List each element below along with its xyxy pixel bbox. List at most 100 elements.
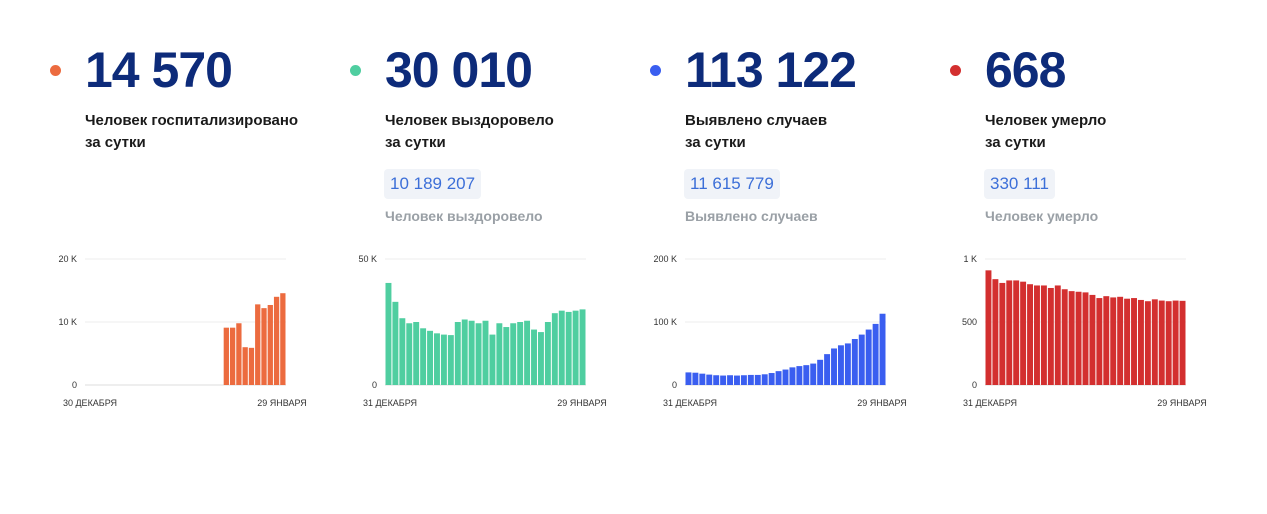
cases-bar [879, 313, 886, 385]
deaths-bar [1034, 285, 1040, 385]
deaths-bar [1013, 280, 1020, 385]
hospitalized-bar [248, 347, 255, 385]
recovered-number: 30 010 [385, 42, 533, 98]
cases-bar [865, 329, 872, 385]
deaths-bar [1040, 285, 1047, 385]
cases-number: 113 122 [685, 42, 857, 98]
recovered-bar [510, 323, 517, 385]
dot-deaths [950, 65, 961, 76]
recovered-bar [572, 310, 579, 385]
cases-bar [775, 371, 782, 385]
cases-total: 11 615 779 [684, 169, 780, 199]
deaths-bar [992, 279, 999, 385]
cases-total-label: Выявлено случаев [685, 208, 818, 224]
hospitalized-bar [236, 323, 242, 385]
deaths-bar [1089, 294, 1096, 385]
deaths-bar [1096, 298, 1103, 385]
deaths-bar [1117, 296, 1124, 385]
recovered-bar [558, 310, 565, 385]
deaths-bar [999, 282, 1006, 385]
cases-y-tick-label: 0 [672, 380, 677, 390]
recovered-bar [434, 333, 440, 385]
deaths-y-tick-label: 500 [962, 317, 977, 327]
deaths-bar [1137, 299, 1144, 385]
recovered-bar [565, 311, 572, 385]
deaths-description: Человек умерло за сутки [985, 110, 1225, 154]
hospitalized-bar [280, 293, 286, 385]
deaths-y-tick-label: 1 K [963, 254, 977, 264]
recovered-bar [579, 309, 586, 385]
cases-y-tick-label: 200 K [653, 254, 677, 264]
deaths-bar [1027, 284, 1034, 385]
recovered-bar [406, 323, 413, 385]
dot-hospitalized [50, 65, 61, 76]
cases-bar [858, 334, 865, 385]
panel-cases: 113 122 Выявлено случаев за сутки 11 615… [650, 0, 950, 514]
cases-bar [837, 345, 844, 385]
cases-bar [824, 354, 831, 385]
recovered-bar [537, 332, 544, 385]
deaths-bar [1082, 292, 1089, 385]
recovered-total: 10 189 207 [384, 169, 482, 199]
recovered-x-start-label: 31 ДЕКАБРЯ [363, 398, 417, 408]
recovered-bar [475, 323, 482, 385]
deaths-x-start-label: 31 ДЕКАБРЯ [963, 398, 1017, 408]
hospitalized-bar [267, 304, 273, 385]
deaths-desc-line1: Человек умерло [985, 112, 1107, 129]
deaths-desc-line2: за сутки [985, 134, 1046, 151]
deaths-bar [1006, 280, 1013, 385]
recovered-description: Человек выздоровело за сутки [385, 110, 625, 154]
recovered-desc-line2: за сутки [385, 134, 446, 151]
deaths-bar [1151, 299, 1158, 385]
cases-bar [720, 375, 727, 385]
cases-bar [740, 375, 747, 385]
cases-description: Выявлено случаев за сутки [685, 110, 925, 154]
cases-desc-line2: за сутки [685, 134, 746, 151]
recovered-bar [461, 319, 468, 385]
cases-bar [713, 375, 720, 385]
recovered-bar [551, 313, 558, 385]
cases-bar [768, 373, 775, 385]
deaths-total-label: Человек умерло [985, 208, 1099, 224]
cases-bar [831, 348, 837, 385]
panel-hospitalized: 14 570 Человек госпитализировано за сутк… [50, 0, 350, 514]
deaths-total: 330 111 [984, 169, 1055, 199]
panel-deaths: 668 Человек умерло за сутки 330 111 Чело… [950, 0, 1250, 514]
deaths-bar [1103, 296, 1110, 385]
deaths-bar [1172, 300, 1179, 385]
cases-bar [727, 375, 734, 385]
recovered-bar [427, 330, 434, 385]
deaths-number: 668 [985, 42, 1066, 98]
hospitalized-x-end-label: 29 ЯНВАРЯ [257, 398, 307, 408]
hospitalized-description: Человек госпитализировано за сутки [85, 110, 325, 154]
deaths-bar [1020, 281, 1027, 385]
deaths-x-end-label: 29 ЯНВАРЯ [1157, 398, 1207, 408]
deaths-bar [1179, 300, 1186, 385]
dot-cases [650, 65, 661, 76]
deaths-bar [1131, 298, 1137, 385]
recovered-bar [524, 320, 531, 385]
hospitalized-y-tick-label: 20 K [58, 254, 77, 264]
cases-bar [734, 375, 740, 385]
recovered-bar [454, 322, 461, 385]
cases-bar [844, 343, 851, 385]
deaths-bar [1110, 297, 1117, 385]
hospitalized-desc-line2: за сутки [85, 134, 146, 151]
deaths-bar [1068, 291, 1075, 385]
cases-bar [699, 373, 706, 385]
cases-bar [810, 363, 817, 385]
cases-bar [761, 374, 768, 385]
deaths-bar [1054, 285, 1061, 385]
recovered-bar [544, 322, 551, 385]
recovered-bar [447, 335, 454, 385]
deaths-y-tick-label: 0 [972, 380, 977, 390]
cases-bar [796, 366, 803, 385]
deaths-bar [1124, 298, 1131, 385]
deaths-bar [1158, 300, 1165, 385]
cases-bar [747, 374, 754, 385]
deaths-chart: 0 500 1 K 31 ДЕКАБРЯ 29 ЯНВАРЯ [962, 254, 1207, 408]
hospitalized-bar [242, 347, 248, 385]
recovered-bar [413, 322, 420, 385]
cases-bar [803, 365, 810, 385]
cases-bar [685, 372, 692, 385]
